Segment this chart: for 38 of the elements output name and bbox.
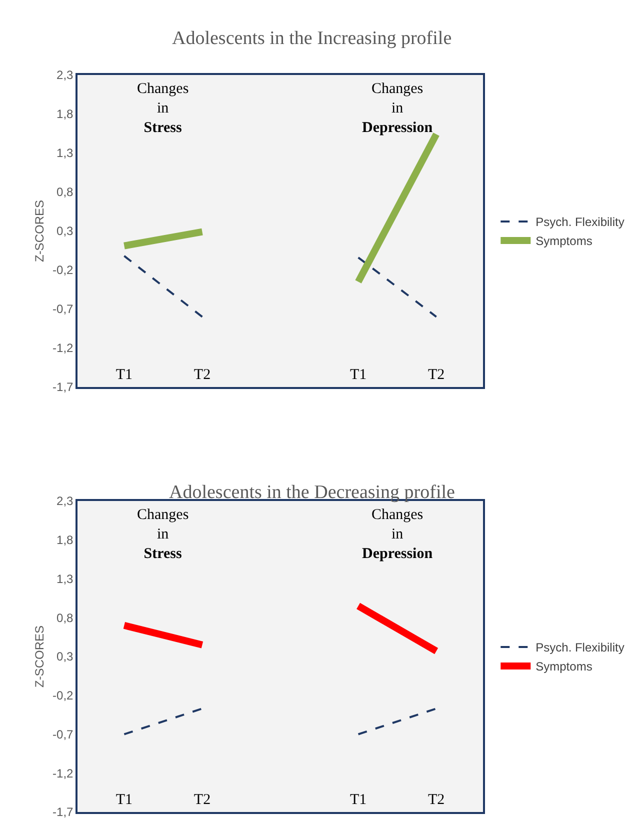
legend-label: Psych. Flexibility — [536, 215, 624, 230]
legend-label: Symptoms — [536, 660, 592, 674]
y-tick-label: 0,3 — [56, 650, 74, 664]
chart-title: Adolescents in the Decreasing profile — [169, 482, 455, 503]
x-tick-label: T2 — [194, 792, 211, 808]
y-tick-label: 1,3 — [56, 146, 74, 160]
y-tick-label: -1,7 — [52, 805, 74, 820]
y-tick-label: -0,7 — [52, 302, 74, 316]
y-tick-label: 1,8 — [56, 533, 74, 548]
x-tick-label: T2 — [428, 792, 445, 808]
x-tick-label: T1 — [116, 366, 133, 383]
y-tick-label: -0,2 — [52, 263, 74, 278]
y-tick-label: 0,3 — [56, 224, 74, 238]
legend-label: Symptoms — [536, 234, 592, 248]
annotation: Changes in Depression — [362, 81, 434, 136]
y-tick-label: -1,2 — [52, 341, 74, 356]
y-tick-label: 0,8 — [56, 185, 74, 200]
annotation: Changes in Stress — [137, 81, 189, 136]
y-tick-label: -1,2 — [52, 766, 74, 780]
y-tick-label: 1,3 — [56, 572, 74, 586]
x-tick-label: T2 — [428, 366, 445, 383]
y-tick-label: -1,7 — [52, 380, 74, 394]
y-axis-title: Z-SCORES — [32, 625, 46, 688]
annotation: Changes in Stress — [137, 507, 189, 562]
x-tick-label: T1 — [116, 792, 133, 808]
y-tick-label: 2,3 — [56, 68, 74, 82]
y-tick-label: -0,7 — [52, 727, 74, 742]
y-tick-label: 2,3 — [56, 494, 74, 508]
legend-label: Psych. Flexibility — [536, 640, 624, 655]
x-tick-label: T2 — [194, 366, 211, 383]
y-tick-label: 0,8 — [56, 610, 74, 625]
y-tick-label: 1,8 — [56, 107, 74, 122]
chart-title: Adolescents in the Increasing profile — [172, 28, 452, 49]
y-tick-label: -0,2 — [52, 688, 74, 703]
y-axis-title: Z-SCORES — [32, 200, 46, 262]
x-tick-label: T1 — [350, 792, 367, 808]
x-tick-label: T1 — [350, 366, 367, 383]
annotation: Changes in Depression — [362, 507, 434, 562]
